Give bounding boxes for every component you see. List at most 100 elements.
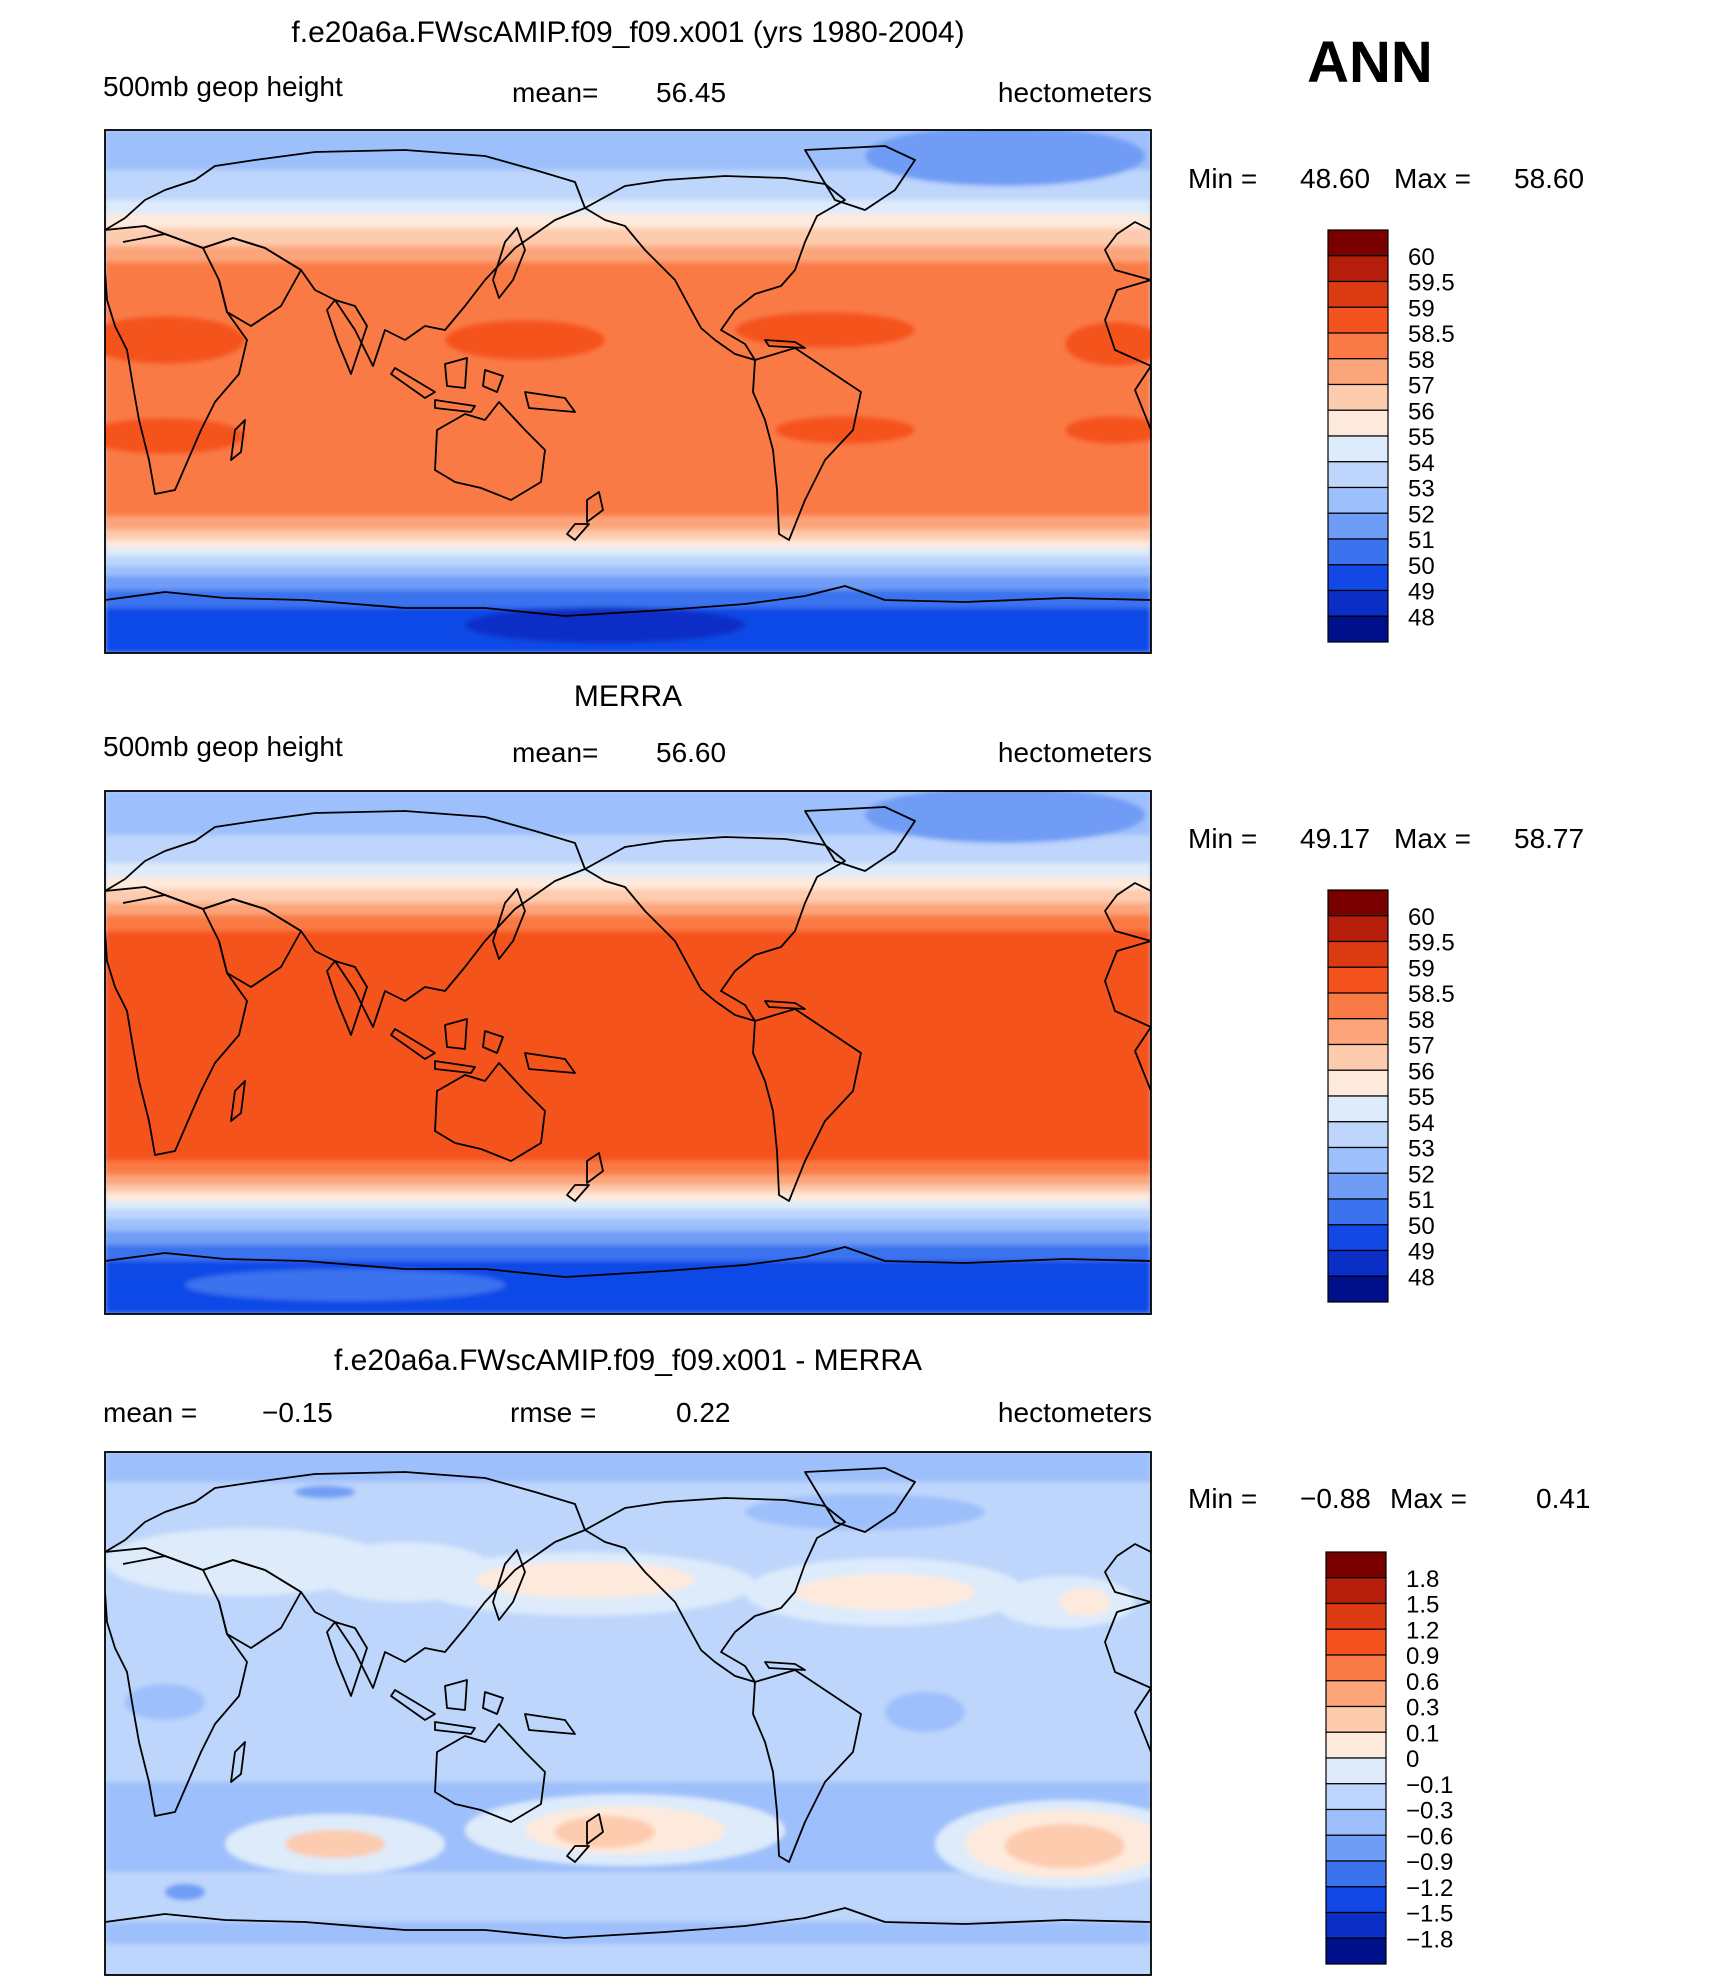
legend-swatch <box>1325 1680 1387 1708</box>
legend-tick-label: 59 <box>1408 295 1435 322</box>
contour-map <box>105 791 1151 1314</box>
legend-tick-label: 52 <box>1408 501 1435 528</box>
legend-tick-label: 50 <box>1408 1213 1435 1240</box>
legend-tick-label: 59.5 <box>1408 930 1455 957</box>
mean-value: 56.60 <box>656 737 726 768</box>
legend-tick-label: 48 <box>1408 1264 1435 1291</box>
legend-tick-label: 0.9 <box>1406 1643 1439 1670</box>
legend-swatch <box>1325 1731 1387 1759</box>
legend-swatch <box>1327 435 1389 463</box>
legend-tick-label: 1.2 <box>1406 1617 1439 1644</box>
legend-swatch <box>1327 255 1389 283</box>
legend-tick-label: 58.5 <box>1408 321 1455 348</box>
legend-swatch <box>1327 358 1389 386</box>
legend-swatch <box>1327 589 1389 617</box>
min-value: 49.17 <box>1300 823 1370 854</box>
legend-tick-label: 56 <box>1408 398 1435 425</box>
legend-tick-label: 0.1 <box>1406 1720 1439 1747</box>
legend-swatch <box>1327 280 1389 308</box>
min-max-readout: Min = −0.88 Max = 0.41 <box>1188 1483 1591 1514</box>
legend-tick-label: −1.2 <box>1406 1875 1453 1902</box>
legend-tick-label: 55 <box>1408 424 1435 451</box>
legend-tick-label: 56 <box>1408 1058 1435 1085</box>
legend-tick-label: 53 <box>1408 1136 1435 1163</box>
variable-label: 500mb geop height <box>103 71 343 102</box>
max-label: Max = <box>1394 163 1471 194</box>
legend-tick-label: −0.1 <box>1406 1772 1453 1799</box>
season-label: ANN <box>1307 30 1433 95</box>
min-label: Min = <box>1188 163 1257 194</box>
legend-swatch <box>1325 1834 1387 1862</box>
min-max-readout: Min = 49.17 Max = 58.77 <box>1188 823 1584 854</box>
legend-tick-label: 59.5 <box>1408 270 1455 297</box>
rmse-label: rmse = <box>510 1397 596 1428</box>
legend-tick-label: 1.8 <box>1406 1566 1439 1593</box>
legend-swatch <box>1327 1146 1389 1174</box>
mean-value: 56.45 <box>656 77 726 108</box>
legend-swatch <box>1327 1172 1389 1200</box>
legend-tick-label: 57 <box>1408 1033 1435 1060</box>
legend-swatch <box>1325 1886 1387 1914</box>
legend-swatch <box>1327 538 1389 566</box>
legend-tick-label: 59 <box>1408 955 1435 982</box>
legend-tick-label: −0.9 <box>1406 1849 1453 1876</box>
min-max-readout: Min = 48.60 Max = 58.60 <box>1188 163 1584 194</box>
legend-swatch <box>1327 1043 1389 1071</box>
legend-tick-label: 60 <box>1408 904 1435 931</box>
legend-swatch <box>1327 512 1389 540</box>
units-label: hectometers <box>998 77 1152 108</box>
mean-label: mean= <box>512 737 598 768</box>
max-value: 58.60 <box>1514 163 1584 194</box>
legend-tick-label: 0.6 <box>1406 1669 1439 1696</box>
legend-swatch <box>1327 966 1389 994</box>
legend-swatch <box>1325 1937 1387 1965</box>
panel-reference: MERRA 500mb geop height mean= 56.60 hect… <box>103 680 1584 1315</box>
legend-swatch <box>1327 1121 1389 1149</box>
legend-tick-label: 48 <box>1408 604 1435 631</box>
legend-swatch <box>1327 1198 1389 1226</box>
legend-tick-label: 57 <box>1408 373 1435 400</box>
legend-tick-label: 0.3 <box>1406 1695 1439 1722</box>
legend-tick-label: 52 <box>1408 1161 1435 1188</box>
legend-swatch <box>1325 1860 1387 1888</box>
legend-swatch <box>1325 1654 1387 1682</box>
legend-tick-label: 54 <box>1408 450 1435 477</box>
legend-tick-label: 55 <box>1408 1084 1435 1111</box>
legend-swatch <box>1325 1551 1387 1579</box>
legend-swatch <box>1325 1911 1387 1939</box>
max-label: Max = <box>1394 823 1471 854</box>
legend-tick-label: 49 <box>1408 1239 1435 1266</box>
contour-map <box>105 130 1151 653</box>
map-frame <box>104 1451 1152 1976</box>
legend-swatch <box>1327 615 1389 643</box>
map-frame <box>104 129 1152 654</box>
legend-swatch <box>1327 940 1389 968</box>
min-value: 48.60 <box>1300 163 1370 194</box>
legend-tick-label: 0 <box>1406 1746 1419 1773</box>
map-frame <box>104 790 1152 1315</box>
max-value: 58.77 <box>1514 823 1584 854</box>
legend-swatch <box>1325 1783 1387 1811</box>
contour-map <box>105 1452 1151 1975</box>
legend-swatch <box>1327 992 1389 1020</box>
min-label: Min = <box>1188 823 1257 854</box>
mean-label: mean = <box>103 1397 197 1428</box>
legend-tick-label: 54 <box>1408 1110 1435 1137</box>
legend-swatch <box>1327 1095 1389 1123</box>
color-legend: 1.81.51.20.90.60.30.10−0.1−0.3−0.6−0.9−1… <box>1325 1551 1453 1965</box>
legend-swatch <box>1327 306 1389 334</box>
legend-swatch <box>1325 1602 1387 1630</box>
legend-swatch <box>1327 564 1389 592</box>
mean-value: −0.15 <box>262 1397 333 1428</box>
max-value: 0.41 <box>1536 1483 1591 1514</box>
legend-tick-label: 1.5 <box>1406 1592 1439 1619</box>
min-label: Min = <box>1188 1483 1257 1514</box>
legend-swatch <box>1325 1808 1387 1836</box>
panel-title: f.e20a6a.FWscAMIP.f09_f09.x001 - MERRA <box>334 1344 922 1377</box>
min-value: −0.88 <box>1300 1483 1371 1514</box>
panel-title: MERRA <box>574 680 682 713</box>
legend-swatch <box>1327 486 1389 514</box>
legend-tick-label: 51 <box>1408 1187 1435 1214</box>
rmse-value: 0.22 <box>676 1397 731 1428</box>
